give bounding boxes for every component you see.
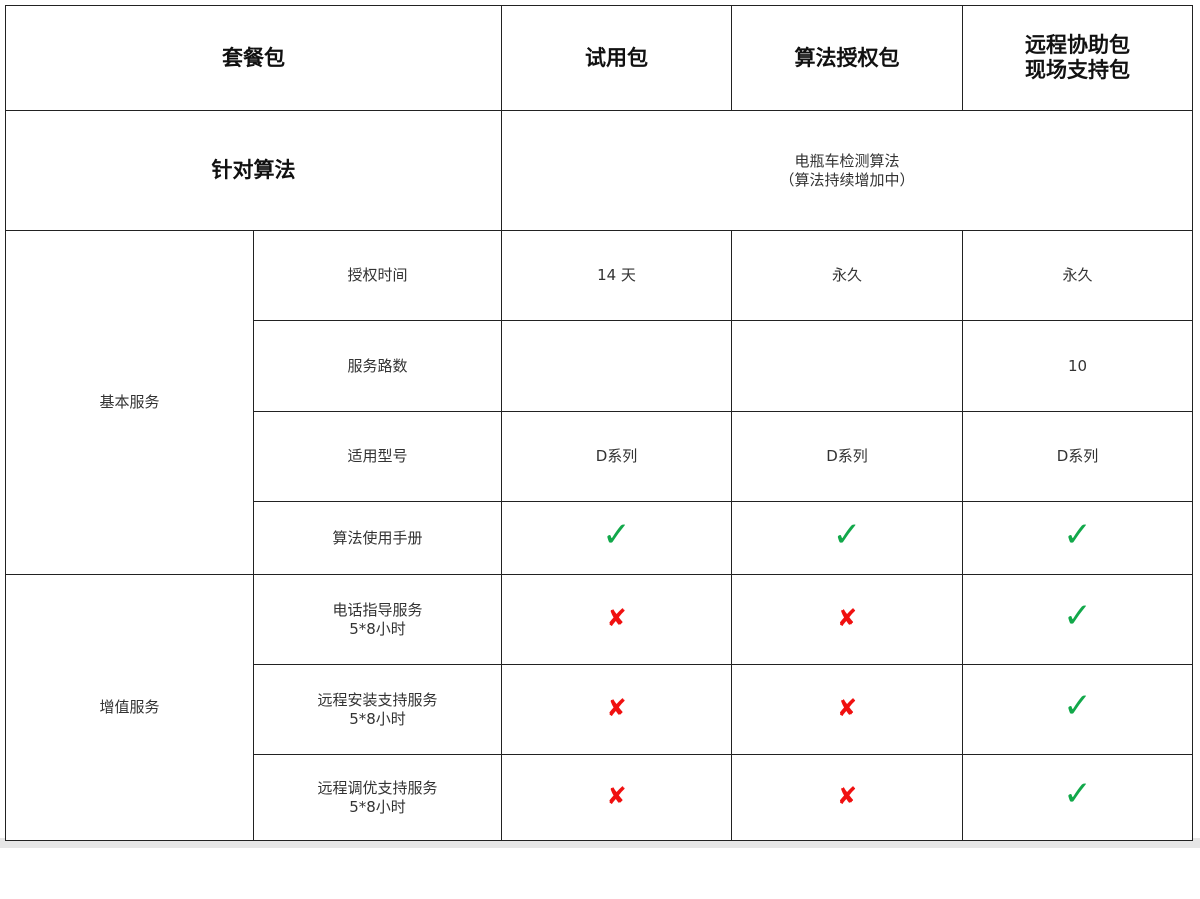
value-cell	[501, 320, 732, 412]
check-icon: ✓	[602, 514, 631, 555]
value-cell: 永久	[962, 230, 1193, 321]
check-icon: ✓	[1063, 596, 1092, 636]
cross-icon: ✘	[836, 603, 858, 632]
table-row: 增值服务 电话指导服务 5*8小时 ✘ ✘ ✓	[5, 574, 1193, 841]
table-row: 适用型号 D系列 D系列 D系列	[6, 411, 1193, 502]
cross-icon: ✘	[606, 603, 627, 632]
cross-icon: ✘	[606, 781, 627, 810]
algorithm-line: （算法持续增加中）	[779, 170, 915, 189]
value-cell: ✘	[501, 754, 732, 841]
service-label-line: 远程安装支持服务	[317, 690, 438, 709]
algorithm-row: 针对算法 电瓶车检测算法 （算法持续增加中）	[5, 110, 1193, 231]
service-label-line: 算法使用手册	[332, 528, 423, 547]
table-row: 远程调优支持服务 5*8小时 ✘ ✘ ✓	[6, 754, 1193, 841]
value-cell: ✓	[962, 574, 1193, 665]
service-label-line: 5*8小时	[349, 797, 406, 816]
value-cell: ✘	[731, 664, 963, 755]
service-label: 远程安装支持服务 5*8小时	[253, 664, 502, 755]
value-cell: ✘	[731, 574, 963, 665]
value-cell: ✓	[962, 664, 1193, 755]
header-trial: 试用包	[501, 5, 732, 111]
service-label-line: 适用型号	[347, 447, 408, 465]
group-label: 基本服务	[5, 230, 254, 575]
value-cell: D系列	[731, 411, 963, 502]
service-label: 授权时间	[253, 230, 502, 321]
check-icon: ✓	[1063, 686, 1092, 726]
service-label-line: 5*8小时	[349, 709, 406, 728]
table-row: 远程安装支持服务 5*8小时 ✘ ✘ ✓	[6, 664, 1193, 755]
value-cell: 10	[962, 320, 1193, 412]
cross-icon: ✘	[606, 693, 627, 722]
value-cell: 14 天	[501, 230, 732, 321]
package-comparison-table: 套餐包 试用包 算法授权包 远程协助包 现场支持包 针对算法 电瓶车检测算法 （…	[5, 5, 1193, 841]
page-shadow	[0, 838, 1200, 848]
value-cell: 永久	[731, 230, 963, 321]
service-label-line: 5*8小时	[349, 619, 406, 638]
value-cell: ✘	[501, 664, 732, 755]
header-remote-onsite: 远程协助包 现场支持包	[962, 5, 1193, 111]
header-license: 算法授权包	[731, 5, 963, 111]
service-label-line: 远程调优支持服务	[317, 778, 438, 797]
check-icon: ✓	[832, 514, 862, 555]
service-label-line: 服务路数	[347, 356, 408, 375]
table-row: 算法使用手册 ✓ ✓ ✓	[6, 501, 1193, 575]
service-label: 远程调优支持服务 5*8小时	[253, 754, 502, 841]
value-cell: ✓	[962, 754, 1193, 841]
table-row: 基本服务 授权时间 14 天永久 永久	[5, 230, 1193, 575]
group-label: 增值服务	[5, 574, 254, 841]
value-cell: ✓	[501, 501, 732, 575]
service-label: 算法使用手册	[253, 501, 502, 575]
package-header: 套餐包	[5, 5, 502, 111]
check-icon: ✓	[1063, 774, 1092, 814]
header-line: 远程协助包	[1025, 33, 1130, 57]
check-icon: ✓	[1063, 514, 1092, 555]
value-cell: ✓	[962, 501, 1193, 575]
algorithm-line: 电瓶车检测算法	[794, 151, 900, 170]
service-label: 适用型号	[253, 411, 502, 502]
service-label: 服务路数	[253, 320, 502, 412]
value-cell: D系列	[501, 411, 732, 502]
table-row: 服务路数 10	[6, 320, 1193, 412]
value-cell	[731, 320, 963, 412]
cross-icon: ✘	[836, 693, 858, 722]
cross-icon: ✘	[836, 781, 858, 810]
service-label-line: 电话指导服务	[332, 600, 423, 619]
header-row: 套餐包 试用包 算法授权包 远程协助包 现场支持包	[5, 5, 1193, 111]
algorithm-value: 电瓶车检测算法 （算法持续增加中）	[501, 110, 1193, 231]
value-cell: ✘	[501, 574, 732, 665]
service-label: 电话指导服务 5*8小时	[253, 574, 502, 665]
algorithm-label: 针对算法	[5, 110, 502, 231]
value-cell: ✓	[731, 501, 963, 575]
header-line: 现场支持包	[1025, 58, 1130, 82]
value-cell: D系列	[962, 411, 1193, 502]
value-cell: ✘	[731, 754, 963, 841]
service-label-line: 授权时间	[347, 266, 408, 284]
